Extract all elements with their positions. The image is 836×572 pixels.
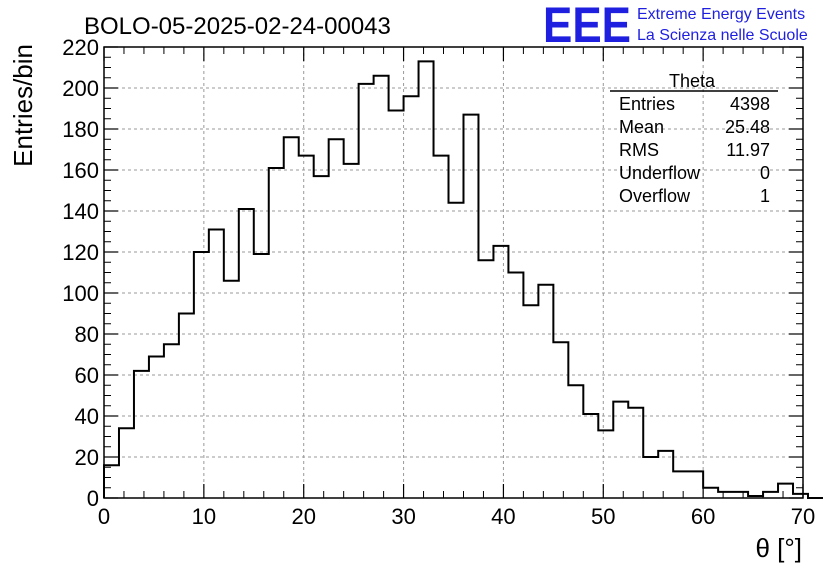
x-tick-label: 10 [192, 504, 216, 529]
x-tick-label: 70 [791, 504, 815, 529]
y-axis-title: Entries/bin [8, 44, 38, 167]
y-tick-label: 20 [75, 445, 99, 470]
eee-logo-text: EEE [543, 0, 631, 53]
stats-label: Entries [619, 94, 675, 114]
y-tick-label: 0 [87, 486, 99, 511]
x-tick-labels: 0 10 20 30 40 50 60 70 [98, 504, 815, 529]
x-tick-label: 60 [691, 504, 715, 529]
axis-ticks [103, 46, 804, 499]
plot-frame [103, 46, 804, 499]
stats-label: Mean [619, 117, 664, 137]
grid-lines [104, 47, 803, 498]
y-tick-label: 80 [75, 322, 99, 347]
stats-label: Underflow [619, 163, 701, 183]
stats-value: 11.97 [726, 140, 770, 160]
y-tick-label: 180 [62, 117, 99, 142]
y-tick-label: 60 [75, 363, 99, 388]
stats-box: Theta Entries 4398 Mean 25.48 RMS 11.97 Underf… [610, 71, 778, 206]
x-axis-title: θ [°] [755, 533, 802, 563]
y-tick-label: 100 [62, 281, 99, 306]
stats-value: 1 [760, 186, 770, 206]
stats-rows: Entries 4398 Mean 25.48 RMS 11.97 Underflow 0 Ov… [619, 94, 770, 206]
stats-label: Overflow [619, 186, 691, 206]
x-tick-label: 40 [491, 504, 515, 529]
y-tick-label: 40 [75, 404, 99, 429]
y-tick-label: 160 [62, 158, 99, 183]
x-tick-label: 50 [591, 504, 615, 529]
y-tick-label: 120 [62, 240, 99, 265]
y-tick-label: 200 [62, 76, 99, 101]
eee-logo-line2: La Scienza nelle Scuole [637, 27, 808, 44]
stats-title: Theta [669, 71, 716, 91]
y-tick-label: 220 [62, 35, 99, 60]
stats-value: 25.48 [725, 117, 770, 137]
stats-value: 4398 [730, 94, 770, 114]
y-tick-labels: 0 20 40 60 80 100 120 140 160 180 200 220 [62, 35, 99, 511]
stats-label: RMS [619, 140, 659, 160]
eee-logo-line1: Extreme Energy Events [637, 6, 805, 23]
histogram-series [103, 60, 823, 499]
x-tick-label: 0 [98, 504, 110, 529]
x-tick-label: 30 [391, 504, 415, 529]
eee-logo: EEE Extreme Energy Events La Scienza nel… [543, 0, 808, 53]
stats-value: 0 [760, 163, 770, 183]
chart-title: BOLO-05-2025-02-24-00043 [84, 13, 391, 40]
x-tick-label: 20 [291, 504, 315, 529]
y-tick-label: 140 [62, 199, 99, 224]
